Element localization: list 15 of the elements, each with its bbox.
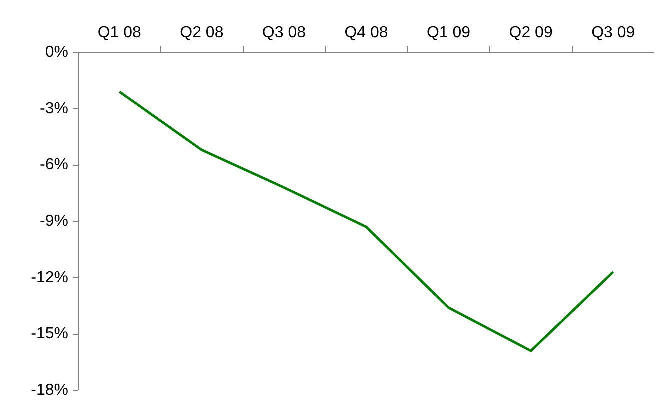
x-tick-label: Q1 09	[426, 24, 471, 42]
y-tick-label: -3%	[40, 100, 68, 118]
x-tick-label: Q1 08	[98, 24, 142, 42]
y-tick-label: -15%	[31, 326, 69, 343]
y-tick-label: -18%	[31, 382, 69, 399]
line-series	[118, 90, 615, 352]
x-tick-label: Q4 08	[344, 24, 388, 42]
y-tick-label: -6%	[40, 156, 68, 174]
x-tick-label: Q3 08	[262, 24, 306, 42]
y-tick-label: 0%	[45, 44, 68, 61]
y-tick-label: -12%	[31, 269, 69, 286]
x-tick-label: Q3 09	[592, 24, 636, 42]
x-tick-label: Q2 09	[509, 24, 553, 42]
x-tick-label: Q2 08	[180, 24, 224, 42]
y-tick-label: -9%	[40, 213, 68, 230]
